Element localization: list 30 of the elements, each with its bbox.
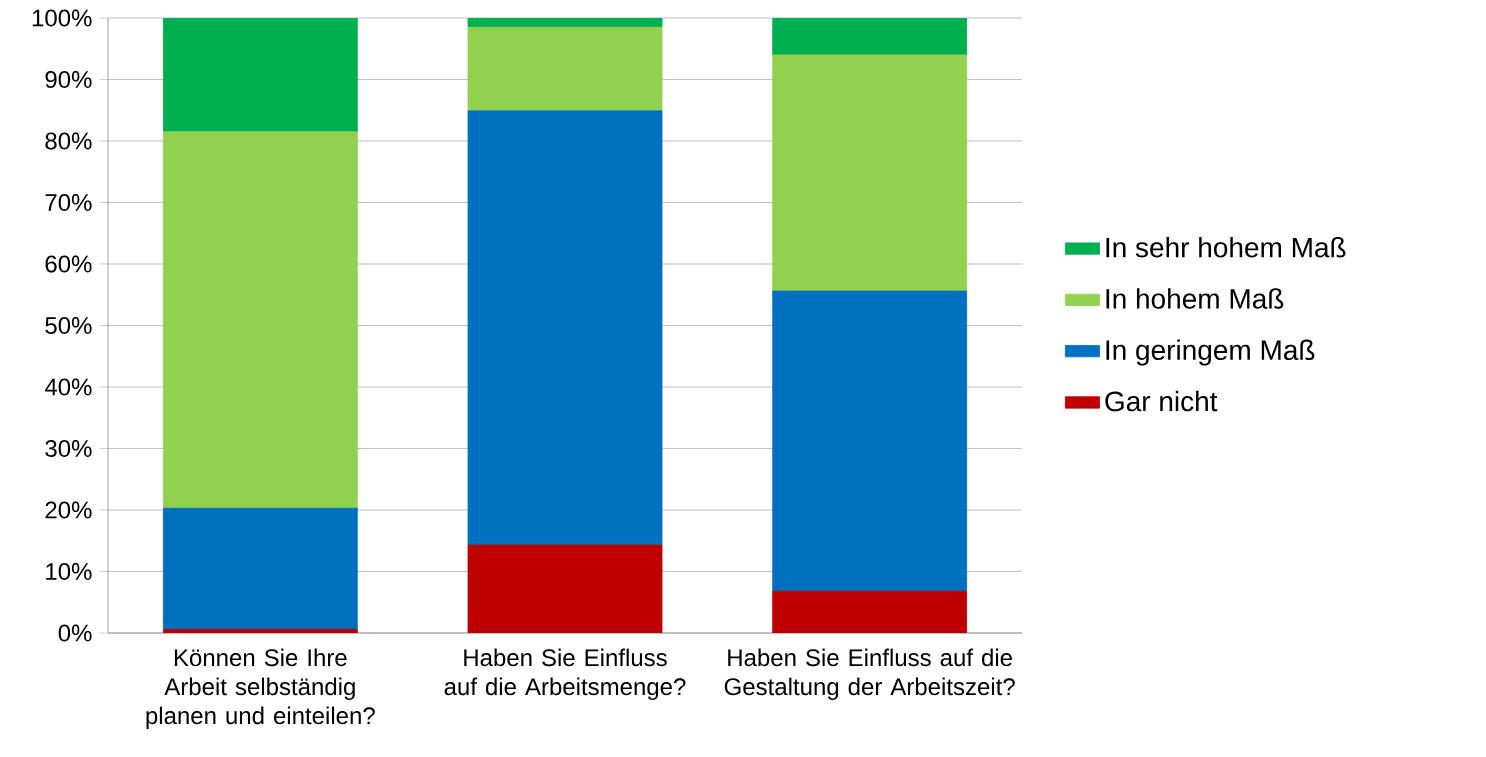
y-tick-label: 80% (45, 132, 92, 150)
bar (162, 507, 358, 630)
y-tick-label: 50% (45, 317, 92, 334)
x-tick-label: Haben Sie Einfluss auf die Arbeitsmenge? (444, 648, 686, 700)
legend-label: In hohem Maß (1106, 288, 1284, 309)
y-tick-label: 40% (44, 378, 92, 396)
y-tick-label: 100% (32, 9, 92, 27)
bar (467, 18, 663, 28)
legend-label: Gar nicht (1105, 390, 1218, 412)
bar (467, 26, 663, 112)
y-tick-label: 60% (45, 255, 92, 273)
legend-label: In geringem Maß (1106, 339, 1315, 366)
y-tick-label: 20% (45, 501, 92, 519)
bar (772, 290, 968, 592)
y-tick-label: 70% (45, 194, 92, 211)
legend-label: In sehr hohem Maß (1106, 236, 1346, 258)
bar (772, 54, 968, 292)
bar (467, 544, 663, 633)
x-tick-label: Haben Sie Einfluss auf die Gestaltung der Arbeitszeit? (724, 648, 1015, 700)
bar (467, 110, 663, 546)
y-tick-label: 0% (58, 624, 92, 642)
x-tick-label: Können Sie Ihre Arbeit selbständig planen und einteilen? (146, 648, 375, 729)
bar (162, 131, 358, 509)
bar (162, 18, 358, 133)
y-tick-label: 90% (45, 71, 92, 88)
bar (772, 18, 968, 56)
bar (772, 590, 968, 633)
y-tick-label: 30% (45, 440, 92, 457)
bar (162, 628, 358, 633)
y-tick-label: 10% (46, 563, 92, 580)
